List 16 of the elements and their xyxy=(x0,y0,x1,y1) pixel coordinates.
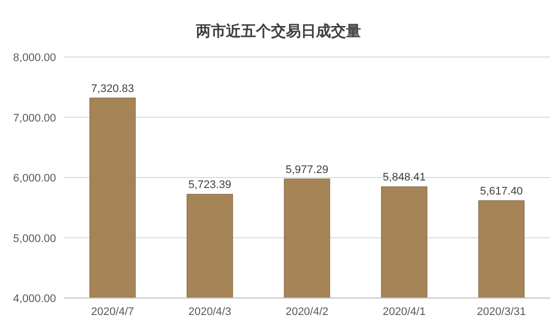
y-tick-label: 8,000.00 xyxy=(13,52,56,64)
x-tick-label: 2020/4/1 xyxy=(382,306,426,318)
y-tick-label: 7,000.00 xyxy=(13,112,56,124)
data-label: 5,723.39 xyxy=(188,179,232,192)
y-tick-label: 4,000.00 xyxy=(13,293,56,305)
data-label: 7,320.83 xyxy=(91,82,134,95)
data-label: 5,977.29 xyxy=(286,164,328,176)
data-label: 5,617.40 xyxy=(480,186,523,198)
x-tick-label: 2020/3/31 xyxy=(476,306,526,318)
x-tick-label: 2020/4/3 xyxy=(188,306,232,318)
chart-title: 两市近五个交易日成交量 xyxy=(195,22,361,40)
y-tick-label: 6,000.00 xyxy=(13,172,56,184)
y-tick-label: 5,000.00 xyxy=(13,232,56,245)
x-tick-label: 2020/4/2 xyxy=(286,306,328,318)
data-label: 5,848.41 xyxy=(382,172,426,184)
x-tick-label: 2020/4/7 xyxy=(91,306,134,318)
